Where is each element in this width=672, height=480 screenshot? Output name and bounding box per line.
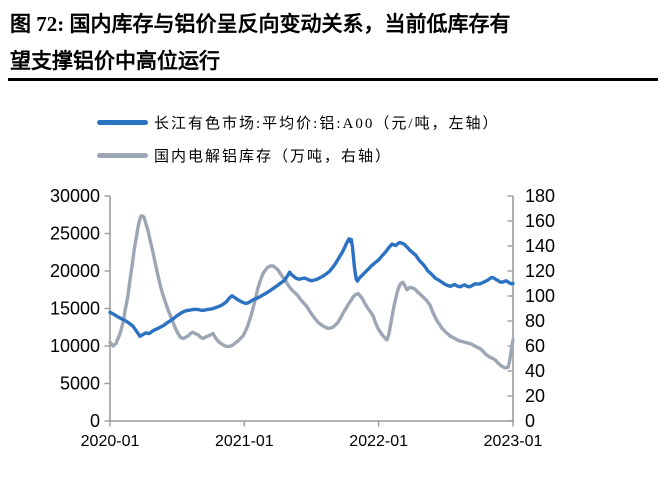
figure-title-line2: 望支撑铝价中高位运行 [10, 49, 220, 73]
left-axis-tick-label: 15000 [50, 299, 100, 319]
left-axis-tick-label: 20000 [50, 261, 100, 281]
right-axis-tick-label: 140 [525, 236, 555, 256]
x-axis-tick-label: 2020-01 [81, 433, 140, 450]
right-axis-tick-label: 120 [525, 261, 555, 281]
legend-swatch-1 [97, 152, 148, 158]
series-line-inventory [108, 214, 515, 370]
right-axis-tick-label: 40 [525, 361, 545, 381]
left-axis-tick-label: 30000 [50, 186, 100, 206]
legend-item-inventory: 国内电解铝库存（万吨，右轴） [97, 145, 500, 165]
legend-swatch-0 [97, 119, 148, 125]
right-axis-tick-label: 100 [525, 286, 555, 306]
left-axis-tick-label: 25000 [50, 224, 100, 244]
legend-item-price: 长江有色市场:平均价:铝:A00（元/吨，左轴） [97, 112, 500, 132]
right-axis-tick-label: 160 [525, 211, 555, 231]
right-axis-tick-label: 80 [525, 311, 545, 331]
right-axis-tick-label: 60 [525, 336, 545, 356]
left-axis-tick-label: 0 [90, 411, 100, 431]
right-axis-tick-label: 180 [525, 186, 555, 206]
figure-title: 图 72: 国内库存与铝价呈反向变动关系，当前低库存有 望支撑铝价中高位运行 [10, 6, 650, 80]
chart-legend: 长江有色市场:平均价:铝:A00（元/吨，左轴） 国内电解铝库存（万吨，右轴） [97, 112, 500, 178]
figure-title-line1: 图 72: 国内库存与铝价呈反向变动关系，当前低库存有 [10, 12, 511, 36]
right-axis-tick-label: 20 [525, 386, 545, 406]
right-axis-tick-label: 0 [525, 411, 535, 431]
left-axis-tick-label: 5000 [60, 374, 100, 394]
legend-label-price: 长江有色市场:平均价:铝:A00（元/吨，左轴） [154, 115, 500, 132]
x-axis-tick-label: 2022-01 [349, 433, 408, 450]
title-divider [8, 78, 658, 81]
x-axis-tick-label: 2023-01 [484, 433, 543, 450]
legend-label-inventory: 国内电解铝库存（万吨，右轴） [154, 148, 393, 165]
left-axis-tick-label: 10000 [50, 336, 100, 356]
series-line-aluminum-price [108, 237, 515, 338]
x-axis-tick-label: 2021-01 [215, 433, 274, 450]
